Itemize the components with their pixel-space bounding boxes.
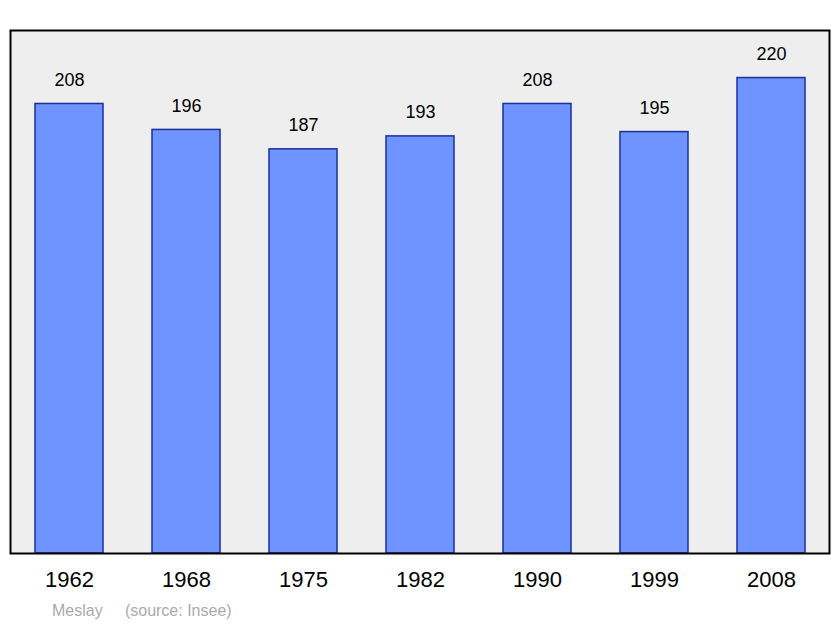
html-text:Meslay (source: Insee): Meslay (source: Insee) (52, 602, 232, 619)
svg-text:1982: 1982 (396, 567, 445, 592)
svg-text:195: 195 (639, 98, 669, 118)
svg-text:193: 193 (405, 102, 435, 122)
svg-text:1962: 1962 (45, 567, 94, 592)
svg-text:1990: 1990 (513, 567, 562, 592)
svg-text:1999: 1999 (630, 567, 679, 592)
svg-text:220: 220 (756, 44, 786, 64)
svg-text:187: 187 (288, 115, 318, 135)
svg-text:208: 208 (522, 70, 552, 90)
svg-text:1968: 1968 (162, 567, 211, 592)
svg-text:1975: 1975 (279, 567, 328, 592)
svg-text:208: 208 (54, 70, 84, 90)
svg-text:2008: 2008 (747, 567, 796, 592)
svg-text:196: 196 (171, 96, 201, 116)
